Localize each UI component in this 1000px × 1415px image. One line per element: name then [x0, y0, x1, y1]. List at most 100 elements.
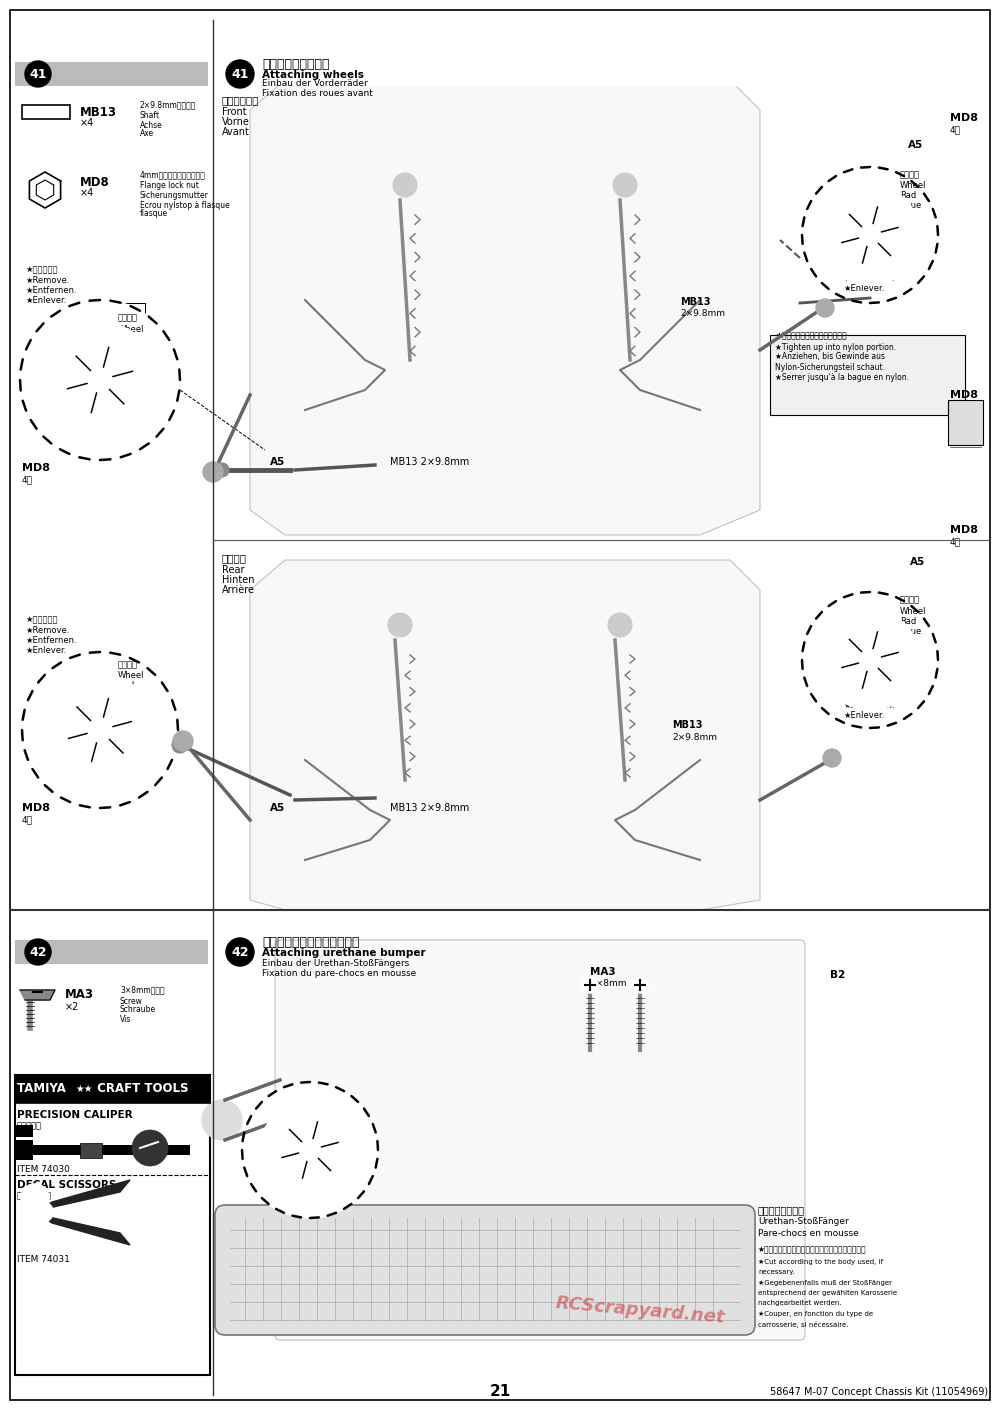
- Text: DECAL SCISSORS: DECAL SCISSORS: [17, 1180, 116, 1190]
- Circle shape: [632, 976, 648, 993]
- Circle shape: [862, 226, 878, 243]
- Text: necessary.: necessary.: [758, 1269, 795, 1275]
- Text: ★Enlever.: ★Enlever.: [843, 283, 884, 293]
- Circle shape: [802, 167, 938, 303]
- Text: ★Enlever.: ★Enlever.: [25, 296, 66, 304]
- Text: flasque: flasque: [140, 209, 168, 218]
- Polygon shape: [250, 81, 760, 535]
- Text: 42: 42: [231, 945, 249, 958]
- Circle shape: [203, 463, 223, 483]
- Text: ★Entfernen.: ★Entfernen.: [25, 635, 77, 644]
- Text: A5: A5: [908, 140, 924, 150]
- Circle shape: [820, 610, 920, 710]
- Text: MB13 2×9.8mm: MB13 2×9.8mm: [390, 802, 469, 814]
- Text: 42: 42: [29, 945, 47, 958]
- Circle shape: [66, 696, 134, 764]
- Text: ITEM 74030: ITEM 74030: [17, 1166, 70, 1174]
- Circle shape: [862, 652, 878, 668]
- Text: 2×9.8mm: 2×9.8mm: [672, 733, 717, 741]
- Bar: [80, 1143, 102, 1157]
- Circle shape: [91, 722, 109, 739]
- Text: MD8: MD8: [950, 391, 978, 400]
- Bar: [770, 335, 965, 415]
- Text: Wheel: Wheel: [118, 324, 144, 334]
- Text: Hinten: Hinten: [222, 574, 254, 584]
- Text: Shaft: Shaft: [140, 112, 160, 120]
- Text: A5: A5: [270, 802, 286, 814]
- Text: ITEM 74031: ITEM 74031: [17, 1255, 70, 1265]
- Bar: [15, 940, 208, 964]
- Circle shape: [226, 938, 254, 966]
- Text: ★★: ★★: [78, 1082, 98, 1092]
- Text: ★Remove.: ★Remove.: [25, 276, 69, 284]
- Text: 精密ノギス: 精密ノギス: [17, 1122, 42, 1131]
- Circle shape: [393, 173, 417, 197]
- Text: Axe: Axe: [140, 130, 154, 139]
- Circle shape: [44, 674, 156, 785]
- Text: CRAFT TOOLS: CRAFT TOOLS: [93, 1082, 188, 1095]
- Text: Avant: Avant: [222, 127, 250, 137]
- Text: 21: 21: [489, 1384, 511, 1399]
- Text: MD8: MD8: [950, 525, 978, 535]
- Circle shape: [22, 652, 178, 808]
- Text: ホイール: ホイール: [118, 314, 138, 323]
- Bar: [15, 62, 208, 86]
- Text: ×4: ×4: [80, 117, 94, 127]
- Text: MD8: MD8: [22, 463, 50, 473]
- Text: ×2: ×2: [65, 1002, 79, 1012]
- Text: MA3: MA3: [590, 966, 616, 976]
- Text: Einbau der Urethan-StoßFängers: Einbau der Urethan-StoßFängers: [262, 958, 409, 968]
- Text: Wheel: Wheel: [900, 607, 926, 616]
- Circle shape: [613, 173, 637, 197]
- Circle shape: [173, 732, 193, 751]
- Text: Screw: Screw: [120, 996, 143, 1006]
- Text: ★取り外す。: ★取り外す。: [25, 616, 58, 624]
- Text: Roue: Roue: [900, 201, 921, 211]
- Circle shape: [33, 1201, 53, 1223]
- Text: ★Entfernen.: ★Entfernen.: [843, 273, 895, 283]
- Text: ★★: ★★: [75, 1084, 92, 1094]
- Text: ★Entfernen.: ★Entfernen.: [25, 286, 77, 294]
- Text: Vorne: Vorne: [222, 117, 250, 127]
- Bar: [15, 1075, 210, 1375]
- Text: Achse: Achse: [140, 120, 163, 130]
- Text: Flange lock nut: Flange lock nut: [140, 181, 199, 191]
- Text: ★取り外す。: ★取り外す。: [25, 266, 58, 275]
- Text: nachgearbeitet werden.: nachgearbeitet werden.: [758, 1300, 842, 1306]
- Text: Urethan-StoßFänger: Urethan-StoßFänger: [758, 1217, 849, 1227]
- Text: ★取り外す。: ★取り外す。: [843, 681, 876, 689]
- Text: CRAFT TOOLS: CRAFT TOOLS: [96, 1081, 192, 1094]
- Text: ★ナイロン部までじめ込みます。: ★ナイロン部までじめ込みます。: [775, 331, 847, 341]
- Circle shape: [608, 613, 632, 637]
- Text: Schraube: Schraube: [120, 1006, 156, 1015]
- Text: ★ボディにあわせて切ってから使用してください。: ★ボディにあわせて切ってから使用してください。: [758, 1245, 867, 1255]
- Text: RCScrapyard.net: RCScrapyard.net: [554, 1293, 726, 1326]
- Text: ×4: ×4: [80, 188, 94, 198]
- Bar: [15, 1075, 210, 1104]
- FancyBboxPatch shape: [275, 940, 805, 1340]
- Text: carrosserie, si nécessaire.: carrosserie, si nécessaire.: [758, 1320, 848, 1327]
- Text: Attaching wheels: Attaching wheels: [262, 69, 364, 81]
- Circle shape: [215, 463, 229, 477]
- Circle shape: [840, 630, 900, 691]
- Circle shape: [840, 205, 900, 265]
- Circle shape: [816, 299, 834, 317]
- Circle shape: [25, 61, 51, 86]
- Text: ★Tighten up into nylon portion.: ★Tighten up into nylon portion.: [775, 342, 896, 351]
- Circle shape: [582, 976, 598, 993]
- Text: 《フロント》: 《フロント》: [222, 95, 260, 105]
- Text: 4㎜: 4㎜: [950, 402, 961, 412]
- Text: PRECISION CALIPER: PRECISION CALIPER: [17, 1109, 133, 1121]
- Text: Wheel: Wheel: [118, 672, 144, 681]
- Text: 4㎜: 4㎜: [22, 815, 33, 825]
- Text: 3×8mm: 3×8mm: [590, 979, 626, 988]
- Circle shape: [91, 371, 109, 389]
- Text: MB13: MB13: [680, 297, 710, 307]
- Text: TAMIYA: TAMIYA: [17, 1081, 70, 1094]
- Polygon shape: [29, 173, 61, 208]
- Text: ★Enlever.: ★Enlever.: [25, 645, 66, 655]
- Circle shape: [388, 613, 412, 637]
- Text: デカールハサミ: デカールハサミ: [17, 1191, 52, 1200]
- Circle shape: [42, 323, 158, 439]
- Text: TAMIYA: TAMIYA: [17, 1082, 70, 1095]
